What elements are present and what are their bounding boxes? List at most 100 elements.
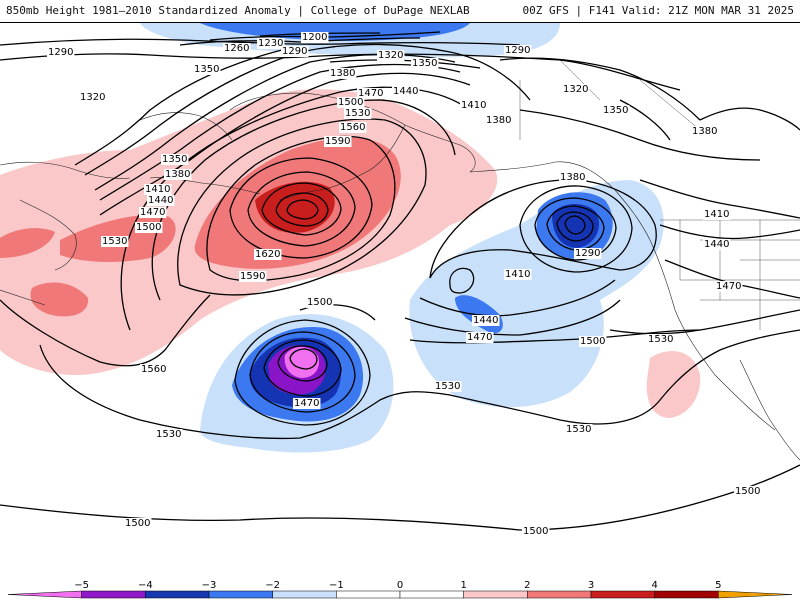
- contour-label: 1620: [255, 249, 280, 260]
- contour-label: 1290: [505, 45, 530, 56]
- contour-label-halo: [647, 334, 675, 345]
- contour-label: 1470: [358, 88, 383, 99]
- colorbar-band: [654, 590, 719, 599]
- contour-1380-east: [519, 107, 800, 161]
- contour-1470-central: [404, 299, 621, 336]
- contour-label-halo: [466, 332, 494, 343]
- colorbar-band: [145, 590, 210, 599]
- colorbar-bands: [7, 590, 793, 599]
- colorbar-band: [81, 590, 146, 599]
- contour-label: 1320: [80, 92, 105, 103]
- contour-label: 1440: [148, 195, 173, 206]
- contour-label-halo: [691, 126, 719, 137]
- baja-coast: [739, 359, 800, 461]
- colorbar-band: [590, 590, 655, 599]
- contour-1500-south: [0, 464, 800, 531]
- contour-label-halo: [562, 84, 590, 95]
- contour-label-halo: [377, 50, 405, 61]
- contour-label-halo: [344, 108, 372, 119]
- colorbar-ticks: −5 −4 −3 −2 −1 0 1 2 3 4 5: [74, 580, 721, 591]
- contour-label-halo: [434, 381, 462, 392]
- colorbar-tick-label: 4: [651, 580, 657, 591]
- contour-label-halo: [472, 315, 500, 326]
- contour-label-halo: [257, 38, 285, 49]
- contour-label: 1380: [486, 115, 511, 126]
- contour-label-halo: [281, 46, 309, 57]
- contour-1530-outer: [39, 329, 800, 440]
- coastlines: [0, 59, 800, 461]
- contour-label: 1500: [125, 518, 150, 529]
- contour-label: 1230: [258, 38, 283, 49]
- contour-1440-east: [659, 224, 800, 240]
- contour-label: 1320: [378, 50, 403, 61]
- contour-east-low-1: [519, 185, 633, 273]
- contour-1410-ring: [429, 179, 657, 279]
- contour-label-halo: [135, 222, 163, 233]
- colorbar-tick-label: 1: [460, 580, 466, 591]
- contour-label: 1410: [505, 269, 530, 280]
- contour-label: 1530: [648, 334, 673, 345]
- contour-1500-east: [609, 309, 800, 335]
- contour-label: 1530: [102, 236, 127, 247]
- contour-high-ring-2: [247, 171, 356, 247]
- contour-label: 1350: [603, 105, 628, 116]
- contour-label: 1290: [48, 47, 73, 58]
- alaska-coastline: [229, 92, 476, 201]
- contour-southwest-low-4: [277, 345, 328, 382]
- contour-label-halo: [504, 269, 532, 280]
- contour-1440-central: [419, 279, 616, 317]
- contour-label-halo: [565, 424, 593, 435]
- contour-label-halo: [124, 518, 152, 529]
- contour-label: 1410: [461, 100, 486, 111]
- contour-east-low-2: [534, 197, 617, 261]
- contour-label-halo: [703, 239, 731, 250]
- colorbar-band: [272, 590, 337, 599]
- contour-southwest-low-1: [234, 319, 371, 426]
- contour-label-halo: [140, 364, 168, 375]
- anomaly-plus2-west-2: [0, 228, 55, 258]
- colorbar-band: [208, 590, 273, 599]
- contour-label-halo: [357, 88, 385, 99]
- contour-east-low-3: [546, 205, 605, 251]
- contour-label: 1470: [140, 207, 165, 218]
- contour-1590-outer: [206, 135, 396, 282]
- contour-label-halo: [293, 398, 321, 409]
- north-america-coastline: [469, 161, 776, 431]
- contour-1470-east: [664, 259, 800, 299]
- contour-1560-outer: [177, 118, 427, 296]
- colorbar-tick-label: −3: [202, 580, 217, 591]
- contour-label-halo: [223, 43, 251, 54]
- colorbar-tick-label: 0: [397, 580, 403, 591]
- positive-anomaly-shading: [0, 89, 701, 418]
- contour-label: 1380: [330, 68, 355, 79]
- contour-1260-north: [179, 37, 421, 46]
- contour-east-low-4: [556, 211, 594, 242]
- colorbar-tick-label: 3: [588, 580, 594, 591]
- contour-label-halo: [147, 195, 175, 206]
- contour-label-halo: [602, 105, 630, 116]
- contour-label-halo: [734, 486, 762, 497]
- colorbar-band: [7, 590, 82, 599]
- contour-label-halo: [559, 172, 587, 183]
- contour-1440-nw: [99, 63, 461, 201]
- colorbar-tick-label: −2: [265, 580, 280, 591]
- colorbar-tick-label: 2: [524, 580, 530, 591]
- contour-high-ring-3: [261, 182, 342, 236]
- contour-label: 1410: [704, 209, 729, 220]
- contour-high-ring-5: [286, 199, 319, 220]
- contour-label-halo: [703, 209, 731, 220]
- contour-label-halo: [715, 281, 743, 292]
- contour-label: 1350: [162, 154, 187, 165]
- contour-1410-east: [639, 179, 800, 219]
- state-borders: [679, 220, 800, 330]
- contour-label-halo: [522, 526, 550, 537]
- contour-label-halo: [324, 136, 352, 147]
- anomaly-map: 1200 1230 1260 1290 1290 1290 1320 1320 …: [0, 23, 800, 575]
- contour-label: 1440: [704, 239, 729, 250]
- contour-southwest-low-5: [289, 348, 318, 370]
- contour-label: 1560: [340, 122, 365, 133]
- contour-southwest-low-3: [263, 339, 342, 397]
- contour-label-halo: [574, 248, 602, 259]
- contour-label-halo: [392, 86, 420, 97]
- contour-1230-north: [209, 31, 441, 41]
